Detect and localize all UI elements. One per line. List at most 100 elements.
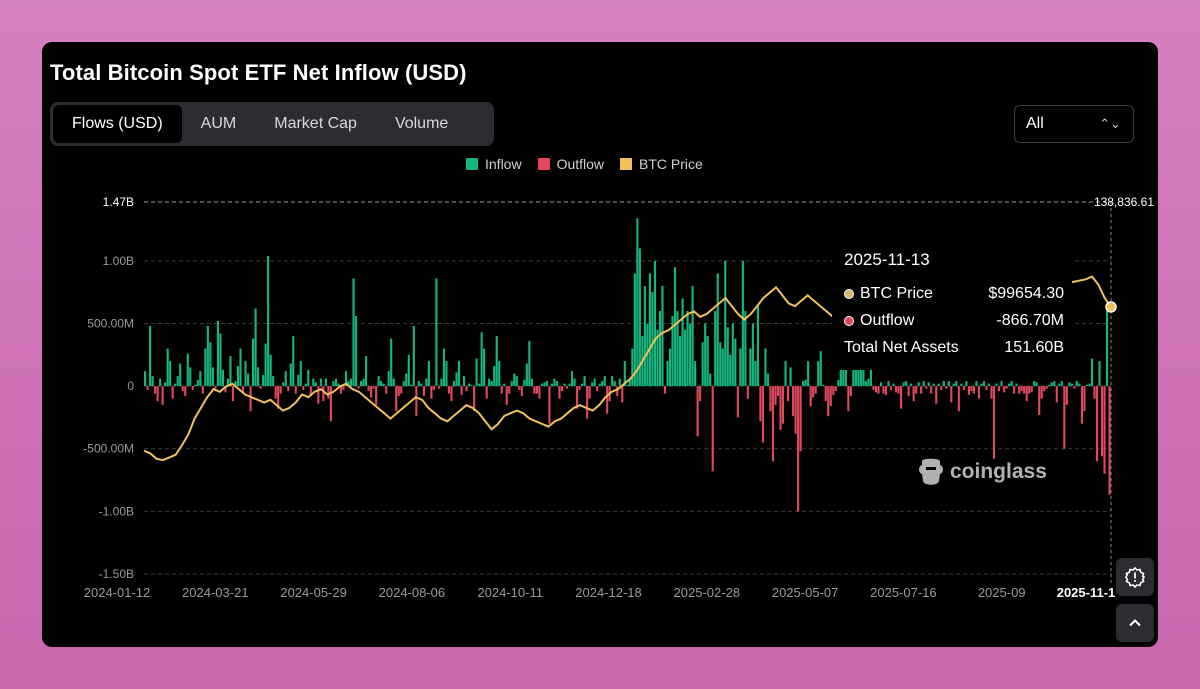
inflow-bar <box>714 310 717 387</box>
outflow-bar <box>357 386 360 389</box>
inflow-bar <box>636 218 639 387</box>
inflow-bar <box>425 378 428 387</box>
inflow-bar <box>960 383 963 387</box>
outflow-bar <box>191 386 194 390</box>
range-select[interactable]: All ⌃⌄ <box>1014 105 1134 143</box>
screenshot-button[interactable] <box>1116 558 1154 596</box>
inflow-bar <box>445 361 448 387</box>
outflow-bar <box>518 386 521 390</box>
outflow-bar <box>279 386 282 394</box>
outflow-bar <box>171 386 174 399</box>
scroll-top-button[interactable] <box>1116 604 1154 642</box>
inflow-bar <box>380 381 383 387</box>
inflow-bar <box>490 381 493 387</box>
x-tick-label: 2024-01-12 <box>84 585 151 600</box>
inflow-bar <box>729 354 732 387</box>
tab-volume[interactable]: Volume <box>394 115 449 132</box>
legend-item-outflow[interactable]: Outflow <box>537 156 604 172</box>
inflow-bar <box>807 361 810 387</box>
outflow-bar <box>950 386 953 403</box>
inflow-bar <box>583 376 586 387</box>
outflow-bar <box>925 386 928 389</box>
tab-market-cap[interactable]: Market Cap <box>274 115 357 132</box>
outflow-bar <box>872 386 875 390</box>
outflow-bar <box>309 386 312 397</box>
legend-item-btc-price[interactable]: BTC Price <box>620 156 703 172</box>
outflow-bar <box>829 386 832 407</box>
inflow-bar <box>910 383 913 387</box>
inflow-bar <box>1015 383 1018 387</box>
inflow-bar <box>164 382 167 387</box>
x-tick-label: 2024-05-29 <box>280 585 347 600</box>
inflow-bar <box>186 353 189 387</box>
inflow-bar <box>470 384 473 387</box>
outflow-bar <box>1073 386 1076 389</box>
x-tick-label: 2025-09 <box>978 585 1026 600</box>
x-tick-label: 2025-11-1 <box>1057 585 1116 600</box>
outflow-bar <box>621 386 624 403</box>
inflow-bar <box>236 366 240 387</box>
inflow-bar <box>681 298 684 387</box>
outflow-bar <box>578 386 581 390</box>
legend-item-inflow[interactable]: Inflow <box>466 156 522 172</box>
outflow-bar <box>812 386 815 398</box>
inflow-bar <box>349 378 353 387</box>
inflow-bar <box>292 336 295 387</box>
inflow-bar <box>739 348 742 387</box>
inflow-bar <box>802 381 805 387</box>
inflow-bar <box>638 248 641 387</box>
y-tick-label: 500.00M <box>87 316 134 330</box>
data-tooltip: 2025-11-13 BTC Price $99654.30 Outflow -… <box>832 238 1072 370</box>
outflow-bar <box>538 386 541 399</box>
inflow-bar <box>179 363 182 387</box>
outflow-bar <box>884 386 888 395</box>
outflow-bar <box>146 386 149 390</box>
outflow-bar <box>473 386 476 412</box>
inflow-bar <box>523 379 526 387</box>
inflow-bar <box>1010 381 1013 387</box>
inflow-bar <box>196 379 199 387</box>
outflow-bar <box>894 386 898 393</box>
inflow-bar <box>151 376 154 387</box>
outflow-bar <box>520 386 523 397</box>
inflow-bar <box>495 336 498 387</box>
inflow-bar <box>319 378 322 387</box>
inflow-bar <box>905 381 908 387</box>
outflow-bar <box>814 386 817 394</box>
outflow-bar <box>565 386 569 389</box>
outflow-bar <box>877 386 880 394</box>
x-tick-label: 2024-12-18 <box>575 585 642 600</box>
inflow-bar <box>1035 382 1038 387</box>
inflow-bar <box>784 361 787 387</box>
outflow-bar <box>834 386 837 392</box>
inflow-bar <box>568 383 571 387</box>
inflow-bar <box>817 361 820 387</box>
inflow-bar <box>673 267 677 387</box>
inflow-bar <box>312 378 315 387</box>
inflow-bar <box>468 383 471 387</box>
inflow-bar <box>1070 383 1073 387</box>
inflow-bar <box>452 381 456 387</box>
btc-price-dot-icon <box>844 289 854 299</box>
inflow-bar <box>337 383 340 387</box>
outflow-bar <box>970 386 973 392</box>
inflow-bar <box>488 378 491 387</box>
inflow-bar <box>262 374 265 387</box>
outflow-bar <box>832 386 835 395</box>
x-tick-label: 2025-05-07 <box>772 585 839 600</box>
inflow-bar <box>704 323 707 387</box>
inflow-bar <box>819 351 822 387</box>
outflow-swatch-icon <box>537 158 550 170</box>
range-select-value: All <box>1026 115 1044 132</box>
inflow-bar <box>267 255 270 387</box>
outflow-bar <box>231 386 235 402</box>
tab-flows[interactable]: Flows (USD) <box>53 105 182 143</box>
outflow-bar <box>606 386 609 414</box>
tab-aum[interactable]: AUM <box>200 115 237 132</box>
inflow-bar <box>844 358 847 387</box>
inflow-bar <box>691 285 694 387</box>
inflow-bar <box>257 367 260 387</box>
inflow-bar <box>209 342 212 387</box>
inflow-bar <box>412 326 415 387</box>
inflow-bar <box>864 381 867 387</box>
